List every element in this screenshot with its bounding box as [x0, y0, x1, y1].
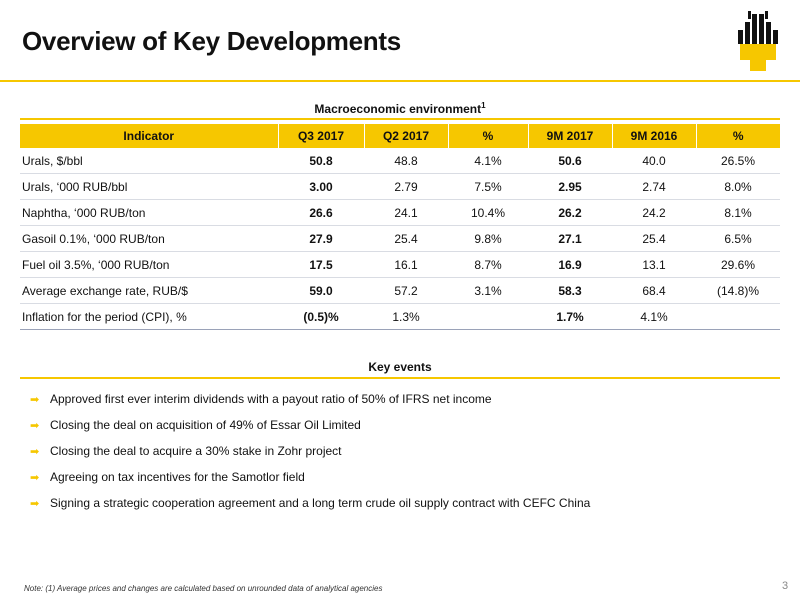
page-title: Overview of Key Developments	[22, 26, 401, 56]
indicator-cell: Naphtha, ‘000 RUB/ton	[20, 199, 278, 226]
q3-2017-cell: 17.5	[278, 251, 364, 278]
pct-9m-cell	[696, 303, 780, 330]
pct-9m-cell: 6.5%	[696, 225, 780, 252]
event-text: Signing a strategic cooperation agreemen…	[50, 496, 591, 510]
9m-2016-cell: 24.2	[612, 199, 696, 226]
event-text: Closing the deal to acquire a 30% stake …	[50, 444, 342, 458]
pct-9m-cell: 29.6%	[696, 251, 780, 278]
arrow-right-bullet-icon: ➡	[30, 393, 40, 406]
table-row: Urals, ‘000 RUB/bbl 3.00 2.79 7.5% 2.95 …	[20, 173, 780, 200]
q3-2017-cell: 59.0	[278, 277, 364, 304]
list-item: ➡ Signing a strategic cooperation agreeme…	[30, 490, 590, 516]
9m-2017-cell: 50.6	[528, 148, 612, 174]
list-item: ➡ Closing the deal to acquire a 30% stake…	[30, 438, 590, 464]
table-row: Inflation for the period (CPI), % (0.5)%…	[20, 303, 780, 330]
event-text: Agreeing on tax incentives for the Samot…	[50, 470, 305, 484]
indicator-cell: Fuel oil 3.5%, ‘000 RUB/ton	[20, 251, 278, 278]
arrow-right-bullet-icon: ➡	[30, 445, 40, 458]
arrow-right-bullet-icon: ➡	[30, 419, 40, 432]
q3-2017-cell: (0.5)%	[278, 303, 364, 330]
q2-2017-cell: 24.1	[364, 199, 448, 226]
pct-quarter-cell: 3.1%	[448, 277, 528, 304]
macro-heading: Macroeconomic environment1	[314, 101, 486, 116]
table-row: Fuel oil 3.5%, ‘000 RUB/ton 17.5 16.1 8.…	[20, 251, 780, 278]
q2-2017-cell: 25.4	[364, 225, 448, 252]
9m-2017-cell: 58.3	[528, 277, 612, 304]
footnote: Note: (1) Average prices and changes are…	[24, 584, 383, 593]
q3-2017-cell: 50.8	[278, 148, 364, 174]
column-header-9m-2016: 9M 2016	[612, 124, 697, 148]
9m-2017-cell: 2.95	[528, 173, 612, 200]
9m-2017-cell: 16.9	[528, 251, 612, 278]
indicator-cell: Gasoil 0.1%, ‘000 RUB/ton	[20, 225, 278, 252]
indicator-cell: Urals, $/bbl	[20, 148, 278, 174]
pct-quarter-cell: 10.4%	[448, 199, 528, 226]
arrow-right-bullet-icon: ➡	[30, 497, 40, 510]
column-header-pct-9m: %	[696, 124, 780, 148]
table-row: Urals, $/bbl 50.8 48.8 4.1% 50.6 40.0 26…	[20, 148, 780, 174]
pct-quarter-cell: 7.5%	[448, 173, 528, 200]
indicator-cell: Average exchange rate, RUB/$	[20, 277, 278, 304]
list-item: ➡ Approved first ever interim dividends w…	[30, 386, 590, 412]
9m-2017-cell: 26.2	[528, 199, 612, 226]
pct-quarter-cell: 9.8%	[448, 225, 528, 252]
q2-2017-cell: 48.8	[364, 148, 448, 174]
column-header-pct-quarter: %	[448, 124, 529, 148]
9m-2016-cell: 13.1	[612, 251, 696, 278]
9m-2017-cell: 27.1	[528, 225, 612, 252]
arrow-right-bullet-icon: ➡	[30, 471, 40, 484]
table-row: Naphtha, ‘000 RUB/ton 26.6 24.1 10.4% 26…	[20, 199, 780, 226]
title-divider	[0, 80, 800, 82]
pct-quarter-cell: 8.7%	[448, 251, 528, 278]
key-events-list: ➡ Approved first ever interim dividends w…	[30, 386, 590, 516]
q3-2017-cell: 27.9	[278, 225, 364, 252]
pct-9m-cell: 8.1%	[696, 199, 780, 226]
q2-2017-cell: 16.1	[364, 251, 448, 278]
9m-2016-cell: 2.74	[612, 173, 696, 200]
9m-2016-cell: 25.4	[612, 225, 696, 252]
table-row: Average exchange rate, RUB/$ 59.0 57.2 3…	[20, 277, 780, 304]
rosneft-logo-icon	[738, 11, 778, 71]
9m-2017-cell: 1.7%	[528, 303, 612, 330]
list-item: ➡ Agreeing on tax incentives for the Samo…	[30, 464, 590, 490]
page-number: 3	[782, 580, 789, 592]
9m-2016-cell: 40.0	[612, 148, 696, 174]
table-header-row: Indicator Q3 2017 Q2 2017 % 9M 2017 9M 2…	[20, 124, 780, 148]
key-events-heading: Key events	[368, 360, 432, 374]
table-row: Gasoil 0.1%, ‘000 RUB/ton 27.9 25.4 9.8%…	[20, 225, 780, 252]
key-events-heading-divider	[20, 377, 780, 379]
pct-quarter-cell	[448, 303, 528, 330]
q3-2017-cell: 26.6	[278, 199, 364, 226]
column-header-indicator: Indicator	[20, 124, 279, 148]
column-header-q3-2017: Q3 2017	[278, 124, 365, 148]
macro-heading-divider	[20, 118, 780, 120]
macro-table: Indicator Q3 2017 Q2 2017 % 9M 2017 9M 2…	[20, 124, 780, 330]
9m-2016-cell: 68.4	[612, 277, 696, 304]
list-item: ➡ Closing the deal on acquisition of 49% …	[30, 412, 590, 438]
pct-9m-cell: (14.8)%	[696, 277, 780, 304]
q2-2017-cell: 57.2	[364, 277, 448, 304]
pct-quarter-cell: 4.1%	[448, 148, 528, 174]
event-text: Closing the deal on acquisition of 49% o…	[50, 418, 361, 432]
q3-2017-cell: 3.00	[278, 173, 364, 200]
pct-9m-cell: 8.0%	[696, 173, 780, 200]
9m-2016-cell: 4.1%	[612, 303, 696, 330]
q2-2017-cell: 2.79	[364, 173, 448, 200]
event-text: Approved first ever interim dividends wi…	[50, 392, 492, 406]
column-header-9m-2017: 9M 2017	[528, 124, 613, 148]
column-header-q2-2017: Q2 2017	[364, 124, 449, 148]
q2-2017-cell: 1.3%	[364, 303, 448, 330]
indicator-cell: Urals, ‘000 RUB/bbl	[20, 173, 278, 200]
indicator-cell: Inflation for the period (CPI), %	[20, 303, 278, 330]
pct-9m-cell: 26.5%	[696, 148, 780, 174]
